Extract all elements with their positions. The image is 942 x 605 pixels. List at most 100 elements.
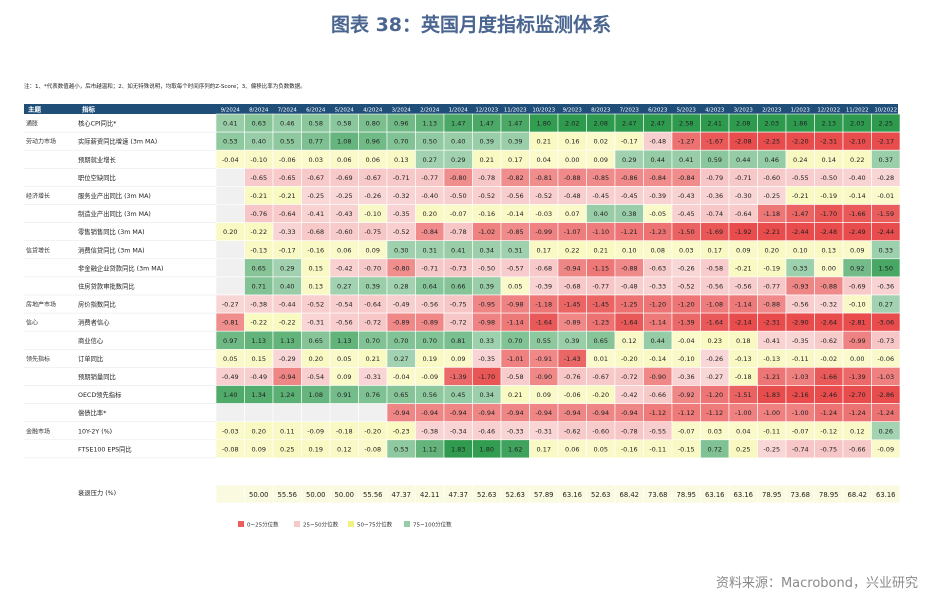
cell-value: -0.94 — [564, 409, 581, 417]
cell-value: -1.47 — [792, 210, 809, 218]
cell-value: 0.02 — [594, 138, 608, 146]
cell-value: 0.29 — [622, 156, 636, 164]
header-theme: 主题 — [28, 105, 42, 114]
cell-value: -0.13 — [763, 355, 780, 363]
cell-value: -0.25 — [336, 192, 353, 200]
row-indicator: 商业信心 — [78, 336, 104, 345]
cell-value: 0.58 — [337, 120, 351, 128]
cell-value: -0.99 — [535, 228, 552, 236]
cell-value: 0.09 — [252, 445, 266, 453]
row-theme: 房地产市场 — [26, 301, 56, 309]
pressure-value: 50.00 — [249, 491, 268, 499]
cell-value: 0.65 — [252, 264, 266, 272]
cell-value: -0.41 — [307, 210, 324, 218]
cell-value: -0.52 — [478, 192, 495, 200]
cell-value: -0.27 — [706, 373, 723, 381]
cell-value: -0.50 — [450, 192, 467, 200]
cell-value: 0.06 — [366, 156, 380, 164]
cell-value: 0.53 — [223, 138, 237, 146]
table-cell — [215, 403, 245, 423]
header-date: 1/2023 — [791, 108, 811, 114]
cell-value: -0.31 — [535, 427, 552, 435]
legend-swatch — [238, 521, 244, 527]
cell-value: -0.01 — [877, 192, 894, 200]
cell-value: -0.94 — [393, 409, 410, 417]
cell-value: 0.65 — [309, 337, 323, 345]
cell-value: -0.77 — [592, 282, 609, 290]
cell-value: -0.09 — [307, 427, 324, 435]
cell-value: 0.13 — [309, 282, 323, 290]
cell-value: -0.78 — [621, 427, 638, 435]
cell-value: 0.25 — [736, 445, 750, 453]
table-cell — [272, 403, 302, 423]
cell-value: 0.09 — [537, 391, 551, 399]
cell-value: -0.14 — [849, 192, 866, 200]
cell-value: 0.27 — [879, 301, 893, 309]
cell-value: -0.72 — [364, 319, 381, 327]
cell-value: -0.99 — [849, 337, 866, 345]
cell-value: -0.94 — [564, 264, 581, 272]
cell-value: 1.80 — [537, 120, 551, 128]
cell-value: -0.91 — [535, 355, 552, 363]
table-cell — [329, 403, 359, 423]
cell-value: -0.19 — [820, 192, 837, 200]
cell-value: -0.62 — [820, 337, 837, 345]
cell-value: 0.04 — [736, 427, 750, 435]
pressure-value: 55.56 — [278, 491, 297, 499]
cell-value: -0.10 — [678, 355, 695, 363]
cell-value: -0.52 — [393, 228, 410, 236]
cell-value: 0.16 — [565, 138, 579, 146]
cell-value: -0.48 — [564, 192, 581, 200]
cell-value: -0.64 — [364, 301, 381, 309]
cell-value: -0.20 — [621, 355, 638, 363]
cell-value: -0.77 — [421, 174, 438, 182]
cell-value: 0.65 — [594, 337, 608, 345]
cell-value: 0.63 — [252, 120, 266, 128]
cell-value: -0.71 — [421, 264, 438, 272]
cell-value: -0.36 — [678, 373, 695, 381]
cell-value: -0.67 — [592, 373, 609, 381]
cell-value: -2.10 — [849, 138, 866, 146]
cell-value: -0.40 — [421, 192, 438, 200]
cell-value: -0.80 — [450, 174, 467, 182]
cell-value: -0.48 — [621, 282, 638, 290]
cell-value: -0.66 — [649, 391, 666, 399]
cell-value: -0.41 — [763, 337, 780, 345]
cell-value: 0.21 — [537, 138, 551, 146]
cell-value: -0.22 — [250, 228, 267, 236]
cell-value: -0.73 — [877, 337, 894, 345]
cell-value: 0.17 — [508, 156, 522, 164]
header-date: 4/2023 — [705, 108, 725, 114]
cell-value: -0.71 — [393, 174, 410, 182]
cell-value: 0.09 — [451, 355, 465, 363]
cell-value: 1.08 — [309, 391, 323, 399]
cell-value: -0.11 — [649, 445, 666, 453]
cell-value: 0.91 — [337, 391, 351, 399]
cell-value: -2.49 — [849, 228, 866, 236]
cell-value: 0.40 — [451, 138, 465, 146]
cell-value: 2.47 — [622, 120, 636, 128]
cell-value: -1.69 — [706, 228, 723, 236]
cell-value: -0.55 — [649, 427, 666, 435]
cell-value: -1.00 — [735, 409, 752, 417]
cell-value: 0.23 — [708, 337, 722, 345]
row-theme: 信心 — [26, 319, 38, 327]
cell-value: -0.78 — [478, 174, 495, 182]
cell-value: -0.23 — [393, 427, 410, 435]
cell-value: -0.84 — [678, 174, 695, 182]
cell-value: -0.64 — [735, 210, 752, 218]
cell-value: 0.40 — [280, 282, 294, 290]
page-title: 图表 38：英国月度指标监测体系 — [330, 14, 612, 36]
cell-value: -0.26 — [706, 355, 723, 363]
cell-value: -1.18 — [535, 301, 552, 309]
cell-value: -1.59 — [877, 210, 894, 218]
header-date: 11/2022 — [846, 108, 869, 114]
cell-value: -0.68 — [564, 282, 581, 290]
table-cell — [215, 276, 245, 296]
cell-value: -0.26 — [364, 192, 381, 200]
cell-value: -0.76 — [250, 210, 267, 218]
cell-value: -0.05 — [649, 210, 666, 218]
cell-value: 0.41 — [679, 156, 693, 164]
legend-label: 75~100分位数 — [413, 521, 452, 529]
cell-value: -0.39 — [535, 282, 552, 290]
